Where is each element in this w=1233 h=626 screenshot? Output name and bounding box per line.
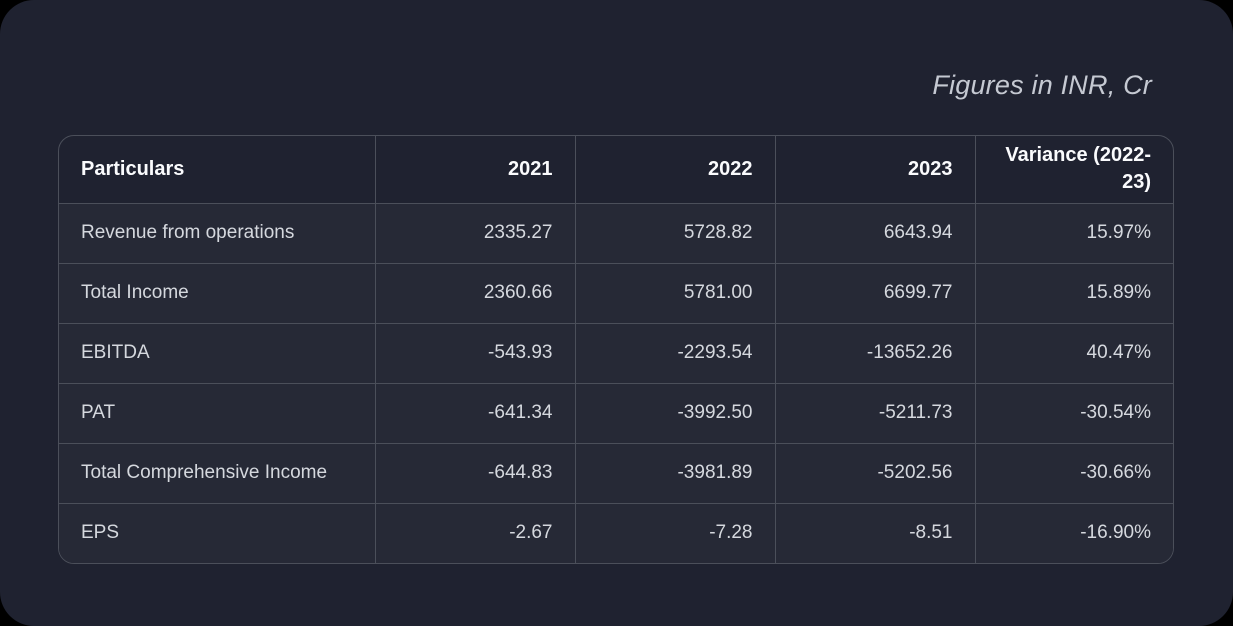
cell-2021: -543.93 [375,323,576,384]
cell-variance: -16.90% [975,503,1173,563]
cell-variance: -30.66% [975,443,1173,504]
cell-variance: 15.97% [975,203,1173,264]
row-label: EBITDA [59,323,376,384]
row-label: Total Income [59,263,376,324]
financials-table-container: Particulars 2021 2022 2023 Variance (2022-23… [58,135,1174,564]
table-row: EBITDA -543.93 -2293.54 -13652.26 40.47% [59,323,1173,384]
column-header-2021: 2021 [375,136,576,204]
row-label: PAT [59,383,376,444]
cell-2022: -3992.50 [575,383,776,444]
column-header-particulars: Particulars [59,136,376,204]
cell-2021: -641.34 [375,383,576,444]
cell-2023: -8.51 [775,503,976,563]
cell-variance: -30.54% [975,383,1173,444]
cell-2021: 2335.27 [375,203,576,264]
column-header-variance: Variance (2022-23) [975,136,1173,204]
cell-2023: -5211.73 [775,383,976,444]
cell-2022: -2293.54 [575,323,776,384]
table-body: Revenue from operations 2335.27 5728.82 664… [59,203,1173,563]
cell-2022: -7.28 [575,503,776,563]
cell-variance: 15.89% [975,263,1173,324]
table-row: Total Comprehensive Income -644.83 -3981.8… [59,443,1173,504]
table-row: EPS -2.67 -7.28 -8.51 -16.90% [59,503,1173,563]
cell-2022: -3981.89 [575,443,776,504]
table-row: Revenue from operations 2335.27 5728.82 664… [59,203,1173,264]
figures-unit-caption: Figures in INR, Cr [932,70,1152,100]
cell-2021: -2.67 [375,503,576,563]
financials-table: Particulars 2021 2022 2023 Variance (2022-23… [59,136,1173,563]
cell-2023: -13652.26 [775,323,976,384]
cell-variance: 40.47% [975,323,1173,384]
table-row: Total Income 2360.66 5781.00 6699.77 15.89% [59,263,1173,324]
cell-2022: 5781.00 [575,263,776,324]
table-head: Particulars 2021 2022 2023 Variance (2022-23… [59,136,1173,204]
cell-2021: 2360.66 [375,263,576,324]
cell-2022: 5728.82 [575,203,776,264]
cell-2023: 6643.94 [775,203,976,264]
cell-2023: -5202.56 [775,443,976,504]
row-label: Revenue from operations [59,203,376,264]
row-label: EPS [59,503,376,563]
column-header-2022: 2022 [575,136,776,204]
cell-2021: -644.83 [375,443,576,504]
row-label: Total Comprehensive Income [59,443,376,504]
table-row: PAT -641.34 -3992.50 -5211.73 -30.54% [59,383,1173,444]
header-row: Particulars 2021 2022 2023 Variance (2022-23… [59,136,1173,204]
column-header-2023: 2023 [775,136,976,204]
cell-2023: 6699.77 [775,263,976,324]
